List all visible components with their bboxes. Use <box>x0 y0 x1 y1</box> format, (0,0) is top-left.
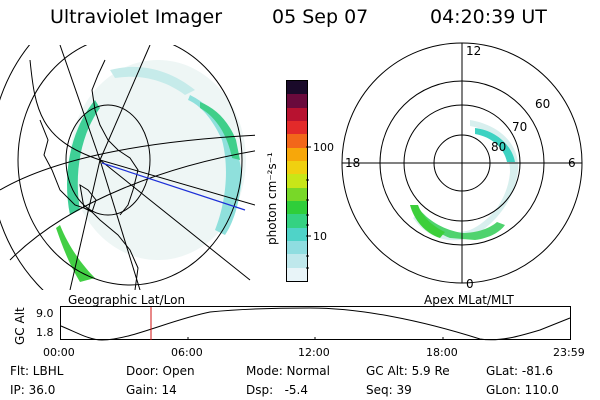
time-tick-2359: 23:59 <box>553 346 585 359</box>
colorbar-unit-label: photon cm⁻²s⁻¹ <box>265 152 279 245</box>
altitude-tick-top: 9.0 <box>36 307 54 320</box>
geographic-map <box>0 45 255 290</box>
colorbar-ticks <box>306 146 311 269</box>
filter-status: Flt: LBHL <box>10 364 64 378</box>
time-tick-1200: 12:00 <box>298 346 330 359</box>
glat-status: GLat: -81.6 <box>486 364 553 378</box>
colorbar-segment <box>287 94 307 108</box>
coastline <box>39 59 139 290</box>
colorbar-segment <box>287 254 307 268</box>
mlat-70-label: 70 <box>512 120 528 134</box>
colorbar-segment <box>287 241 307 255</box>
colorbar-segment <box>287 161 307 175</box>
aurora-arc-east <box>188 95 242 235</box>
apex-caption: Apex MLat/MLT <box>424 293 514 307</box>
colorbar-tick-100: 100 <box>313 141 334 154</box>
gain-status: Gain: 14 <box>126 383 177 397</box>
seq-status: Seq: 39 <box>366 383 412 397</box>
mlat-80-label: 80 <box>491 140 507 154</box>
time-tick-0600: 06:00 <box>171 346 203 359</box>
polar-map <box>341 42 583 284</box>
colorbar-segment <box>287 174 307 188</box>
colorbar-segment <box>287 147 307 162</box>
aurora-arc-east-bright <box>200 102 240 160</box>
colorbar-segment <box>287 214 307 228</box>
polar-oval-bright <box>410 205 445 238</box>
colorbar-segment <box>287 227 307 242</box>
glon-status: GLon: 110.0 <box>486 383 559 397</box>
mlt-12-label: 12 <box>466 44 482 58</box>
geographic-caption: Geographic Lat/Lon <box>68 293 186 307</box>
altitude-curve <box>60 307 571 341</box>
mlt-18-label: 18 <box>345 156 361 170</box>
instrument-title: Ultraviolet Imager <box>50 6 223 28</box>
mlt-6-label: 6 <box>568 156 576 170</box>
aurora-arc-west <box>67 100 100 215</box>
color-scale-bar <box>286 80 308 282</box>
dsp-status: Dsp: -5.4 <box>246 383 309 397</box>
colorbar-segment <box>287 201 307 215</box>
polar-oval-haze <box>413 120 519 241</box>
blue-meridian-line <box>101 162 246 211</box>
aurora-arc-north <box>110 66 195 95</box>
time-label: 04:20:39 UT <box>430 6 547 28</box>
colorbar-segment <box>287 121 307 135</box>
mlat-60-label: 60 <box>535 97 551 111</box>
gc-alt-status: GC Alt: 5.9 Re <box>366 364 450 378</box>
colorbar-segment <box>287 134 307 148</box>
altitude-plot-frame <box>60 306 571 340</box>
mlt-0-label: 0 <box>466 277 474 291</box>
polar-oval-dayside <box>475 128 515 162</box>
aurora-arc-southwest <box>56 225 95 282</box>
polar-oval-nightside <box>412 205 505 240</box>
time-tick-1800: 18:00 <box>426 346 458 359</box>
door-status: Door: Open <box>126 364 195 378</box>
colorbar-segment <box>287 267 307 281</box>
date-label: 05 Sep 07 <box>272 6 369 28</box>
altitude-axis-label: GC Alt <box>13 307 27 345</box>
colorbar-segment <box>287 187 307 202</box>
aurora-haze <box>70 60 246 260</box>
altitude-tick-bottom: 1.8 <box>36 326 54 339</box>
time-tick-0000: 00:00 <box>43 346 75 359</box>
colorbar-segment <box>287 81 307 95</box>
altitude-plot <box>60 306 571 341</box>
mode-status: Mode: Normal <box>246 364 330 378</box>
graticule <box>0 45 255 290</box>
colorbar-segment <box>287 107 307 122</box>
ip-status: IP: 36.0 <box>10 383 56 397</box>
colorbar-tick-10: 10 <box>313 230 327 243</box>
